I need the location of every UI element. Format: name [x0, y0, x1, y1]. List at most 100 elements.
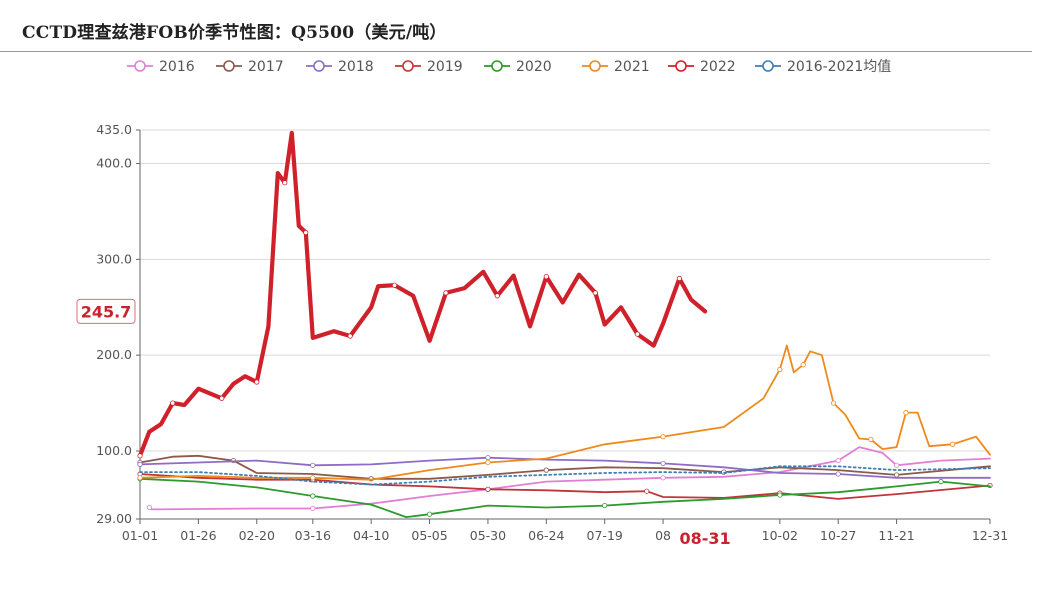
series-point-2021 — [830, 400, 837, 406]
series-point-2022 — [543, 273, 549, 280]
series-point-2017 — [893, 472, 900, 478]
series-line-2020 — [139, 477, 991, 518]
x-tick-label: 11-21 — [878, 528, 914, 543]
series-point-2021 — [137, 475, 143, 481]
x-tick-label: 12-31 — [972, 528, 1008, 543]
legend-item-2018[interactable]: 2018 — [306, 59, 374, 75]
series-point-2019 — [644, 488, 650, 494]
series-line-avg — [139, 465, 991, 486]
series-point-2016 — [146, 504, 152, 511]
x-highlight-label: 08-31 — [680, 529, 731, 548]
legend: 2016 2017 2018 2019 2020 2021 2022 2016-2021均值 — [127, 59, 891, 75]
x-tick-label: 06-24 — [528, 528, 564, 543]
y-tick-label: 400.0 — [96, 156, 132, 171]
legend-item-2019[interactable]: 2019 — [395, 59, 463, 75]
y-tick-label: 300.0 — [96, 251, 132, 266]
series-point-2022 — [391, 282, 398, 288]
legend-label: 2016 — [159, 59, 195, 75]
legend-item-2021[interactable]: 2021 — [582, 59, 650, 75]
series-point-2018 — [137, 461, 143, 467]
series-point-2022 — [303, 229, 309, 236]
legend-label: 2016-2021均值 — [787, 59, 891, 75]
series-point-2022 — [170, 400, 176, 406]
series-line-2016 — [148, 446, 991, 511]
series-point-2017 — [543, 467, 549, 473]
series-point-2021 — [660, 434, 666, 440]
series-point-2022 — [443, 290, 449, 296]
legend-label: 2022 — [700, 59, 736, 75]
x-tick-label: 08 — [655, 528, 671, 543]
series-point-2021 — [868, 436, 874, 443]
series-point-2019 — [485, 486, 491, 492]
series-lines — [137, 130, 993, 518]
series-point-2022 — [347, 333, 353, 339]
legend-label: 2018 — [338, 59, 374, 75]
series-point-2020 — [938, 479, 944, 485]
y-tick-label: 435.0 — [96, 122, 132, 137]
legend-item-avg[interactable]: 2016-2021均值 — [755, 59, 891, 75]
series-point-2020 — [310, 493, 316, 499]
series-line-2022 — [137, 130, 708, 458]
series-line-2017 — [139, 454, 991, 480]
legend-swatch-marker — [589, 60, 601, 72]
series-point-2022 — [282, 180, 288, 186]
series-point-2022 — [254, 379, 260, 385]
series-point-2022 — [137, 453, 143, 459]
series-point-2022 — [219, 395, 225, 401]
legend-item-2020[interactable]: 2020 — [484, 59, 552, 75]
x-tick-label: 01-01 — [122, 528, 158, 543]
x-tick-label: 05-30 — [470, 528, 506, 543]
series-point-2021 — [903, 410, 909, 416]
legend-swatch-marker — [402, 60, 414, 72]
y-tick-label: 29.00 — [96, 511, 132, 526]
series-point-2016 — [835, 457, 841, 464]
legend-label: 2021 — [614, 59, 650, 75]
series-line-2018 — [139, 456, 991, 479]
series-point-2018 — [310, 462, 316, 468]
x-tick-label: 02-20 — [239, 528, 275, 543]
legend-item-2022[interactable]: 2022 — [668, 59, 736, 75]
series-point-2016 — [660, 475, 666, 481]
series-point-2018 — [660, 460, 666, 467]
legend-label: 2020 — [516, 59, 552, 75]
x-tick-label: 04-10 — [353, 528, 389, 543]
series-point-2016 — [893, 462, 900, 468]
x-tick-label: 05-05 — [411, 528, 447, 543]
series-point-2018 — [835, 471, 841, 477]
x-highlight-backing — [673, 525, 738, 547]
x-tick-label: 03-16 — [295, 528, 331, 543]
series-point-2020 — [426, 511, 433, 517]
series-line-2019 — [139, 473, 991, 500]
series-point-2022 — [634, 331, 640, 337]
legend-item-2016[interactable]: 2016 — [127, 59, 195, 75]
y-highlight-box — [76, 298, 136, 324]
highlight-markers: 245.7 08-31 — [76, 298, 738, 548]
legend-swatch-marker — [491, 60, 503, 72]
y-highlight-label: 245.7 — [81, 302, 132, 321]
series-point-2021 — [777, 366, 783, 373]
x-tick-label: 10-02 — [762, 528, 798, 543]
title-divider — [0, 51, 1032, 52]
series-point-2020 — [777, 492, 783, 498]
legend-label: 2019 — [427, 59, 463, 75]
y-tick-label: 200.0 — [96, 347, 132, 362]
legend-swatch-marker — [675, 60, 687, 72]
legend-swatch-marker — [313, 60, 325, 72]
series-point-2021 — [310, 475, 316, 481]
series-point-2021 — [800, 362, 806, 368]
x-tick-label: 10-27 — [820, 528, 856, 543]
series-point-2022 — [592, 290, 598, 296]
series-point-2021 — [950, 441, 956, 447]
series-point-2021 — [485, 459, 491, 466]
legend-swatch-marker — [223, 60, 235, 72]
series-point-2022 — [676, 275, 683, 282]
x-tick-label: 07-19 — [587, 528, 623, 543]
series-point-2018 — [485, 455, 491, 461]
series-point-2022 — [494, 293, 500, 299]
chart-title: CCTD理查兹港FOB价季节性图：Q5500（美元/吨） — [22, 23, 447, 43]
series-point-2020 — [602, 502, 608, 509]
legend-label: 2017 — [248, 59, 284, 75]
y-tick-label: 100.0 — [96, 443, 132, 458]
legend-item-2017[interactable]: 2017 — [216, 59, 284, 75]
